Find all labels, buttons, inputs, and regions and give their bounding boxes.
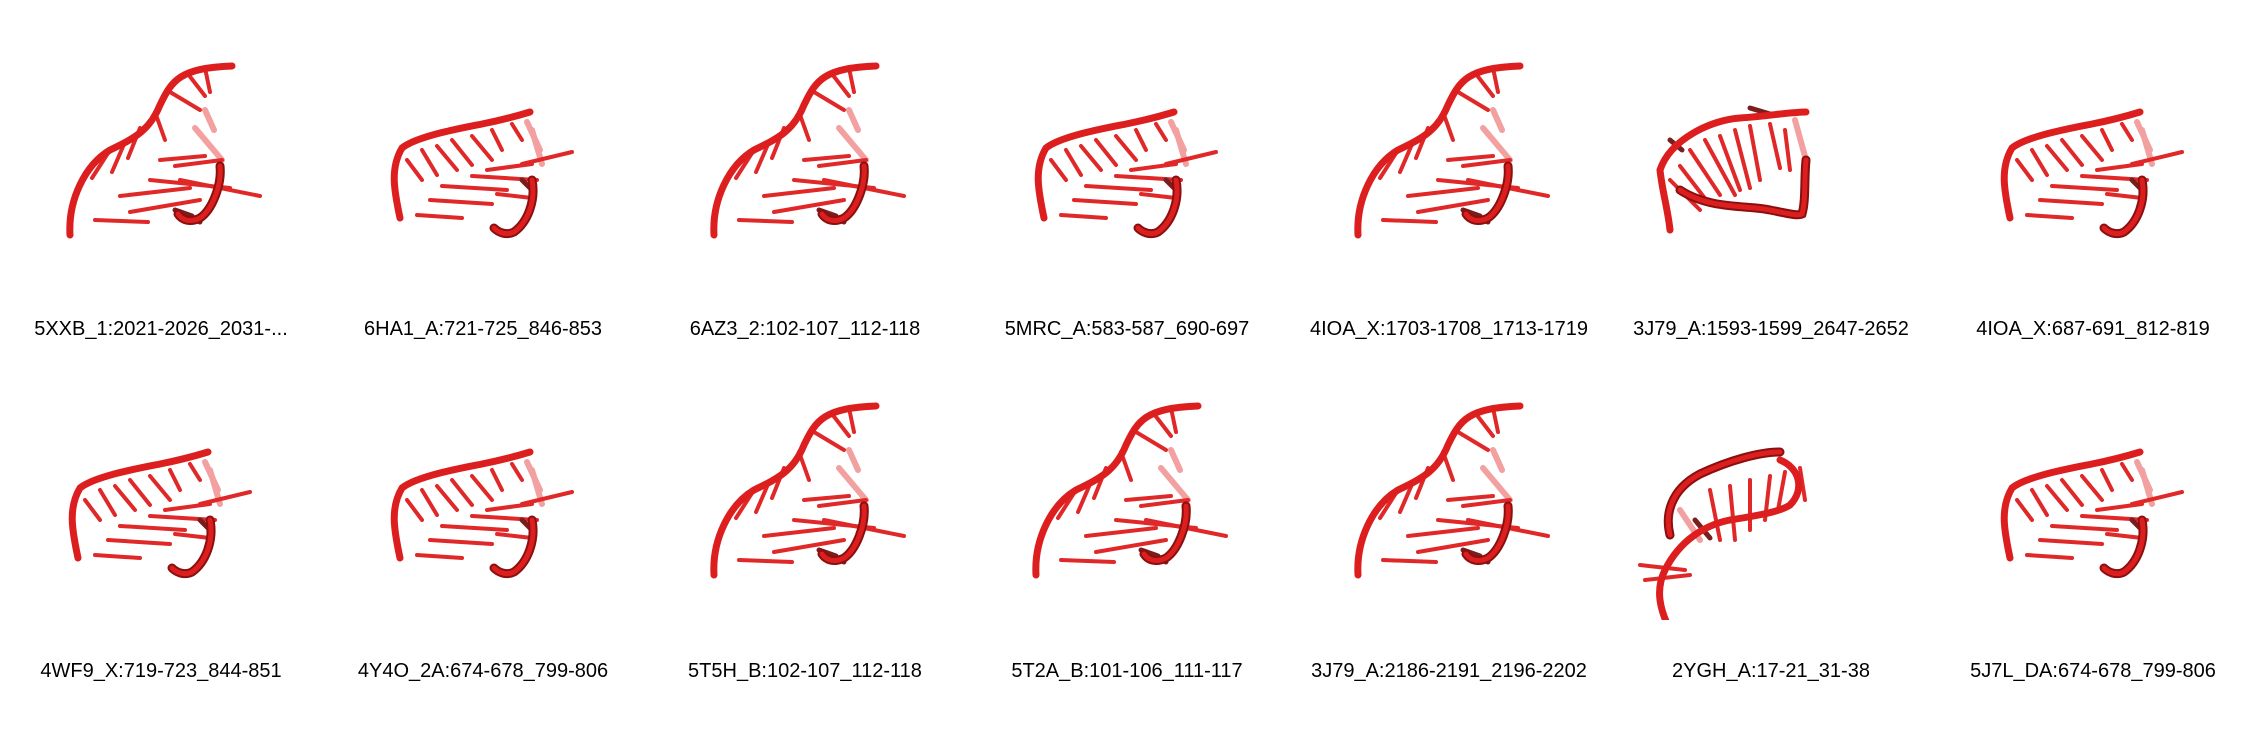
rna-structure-image: [390, 108, 574, 239]
structure-label: 6AZ3_2:102-107_112-118: [689, 318, 921, 340]
structure-panel: 5T5H_B:102-107_112-118: [644, 340, 966, 682]
structure-panel: 3J79_A:1593-1599_2647-2652: [1610, 0, 1932, 340]
structure-label: 6HA1_A:721-725_846-853: [364, 318, 602, 340]
structure-panel: 2YGH_A:17-21_31-38: [1610, 340, 1932, 682]
structure-label: 4IOA_X:1703-1708_1713-1719: [1309, 318, 1588, 340]
structure-panel: 4Y4O_2A:674-678_799-806: [322, 340, 644, 682]
structure-label: 4Y4O_2A:674-678_799-806: [357, 660, 609, 682]
rna-structure-image: [1034, 108, 1218, 239]
rna-structure-image: [1354, 402, 1550, 579]
rna-structure-image: [710, 62, 906, 239]
rna-structure-image: [1638, 447, 1807, 620]
structure-label: 5MRC_A:583-587_690-697: [1004, 318, 1250, 340]
structure-panel: 6AZ3_2:102-107_112-118: [644, 0, 966, 340]
rna-structure-image: [2000, 448, 2184, 579]
structure-label: 2YGH_A:17-21_31-38: [1672, 660, 1870, 682]
structure-panel: 4IOA_X:687-691_812-819: [1932, 0, 2254, 340]
structure-panel: 5XXB_1:2021-2026_2031-...: [0, 0, 322, 340]
structure-label: 5XXB_1:2021-2026_2031-...: [34, 318, 288, 340]
structure-panel: 4IOA_X:1703-1708_1713-1719: [1288, 0, 1610, 340]
structure-panel: 4WF9_X:719-723_844-851: [0, 340, 322, 682]
structure-label: 3J79_A:2186-2191_2196-2202: [1311, 660, 1587, 682]
structure-label: 5T2A_B:101-106_111-117: [1011, 660, 1243, 682]
structure-label: 4WF9_X:719-723_844-851: [40, 660, 282, 682]
rna-structure-image: [390, 448, 574, 579]
structure-label: 5J7L_DA:674-678_799-806: [1970, 660, 2216, 682]
rna-structure-image: [68, 448, 252, 579]
rna-structure-image: [2000, 108, 2184, 239]
rna-structure-image: [1656, 105, 1811, 234]
structure-label: 4IOA_X:687-691_812-819: [1976, 318, 2210, 340]
structure-panel: 3J79_A:2186-2191_2196-2202: [1288, 340, 1610, 682]
structure-panel: 6HA1_A:721-725_846-853: [322, 0, 644, 340]
rna-structure-image: [710, 402, 906, 579]
structure-panel: 5T2A_B:101-106_111-117: [966, 340, 1288, 682]
rna-structure-image: [1354, 62, 1550, 239]
structure-panel: 5J7L_DA:674-678_799-806: [1932, 340, 2254, 682]
rna-structure-image: [66, 62, 262, 239]
structure-label: 5T5H_B:102-107_112-118: [688, 660, 922, 682]
structure-label: 3J79_A:1593-1599_2647-2652: [1633, 318, 1909, 340]
structure-panel: 5MRC_A:583-587_690-697: [966, 0, 1288, 340]
rna-structure-image: [1032, 402, 1228, 579]
